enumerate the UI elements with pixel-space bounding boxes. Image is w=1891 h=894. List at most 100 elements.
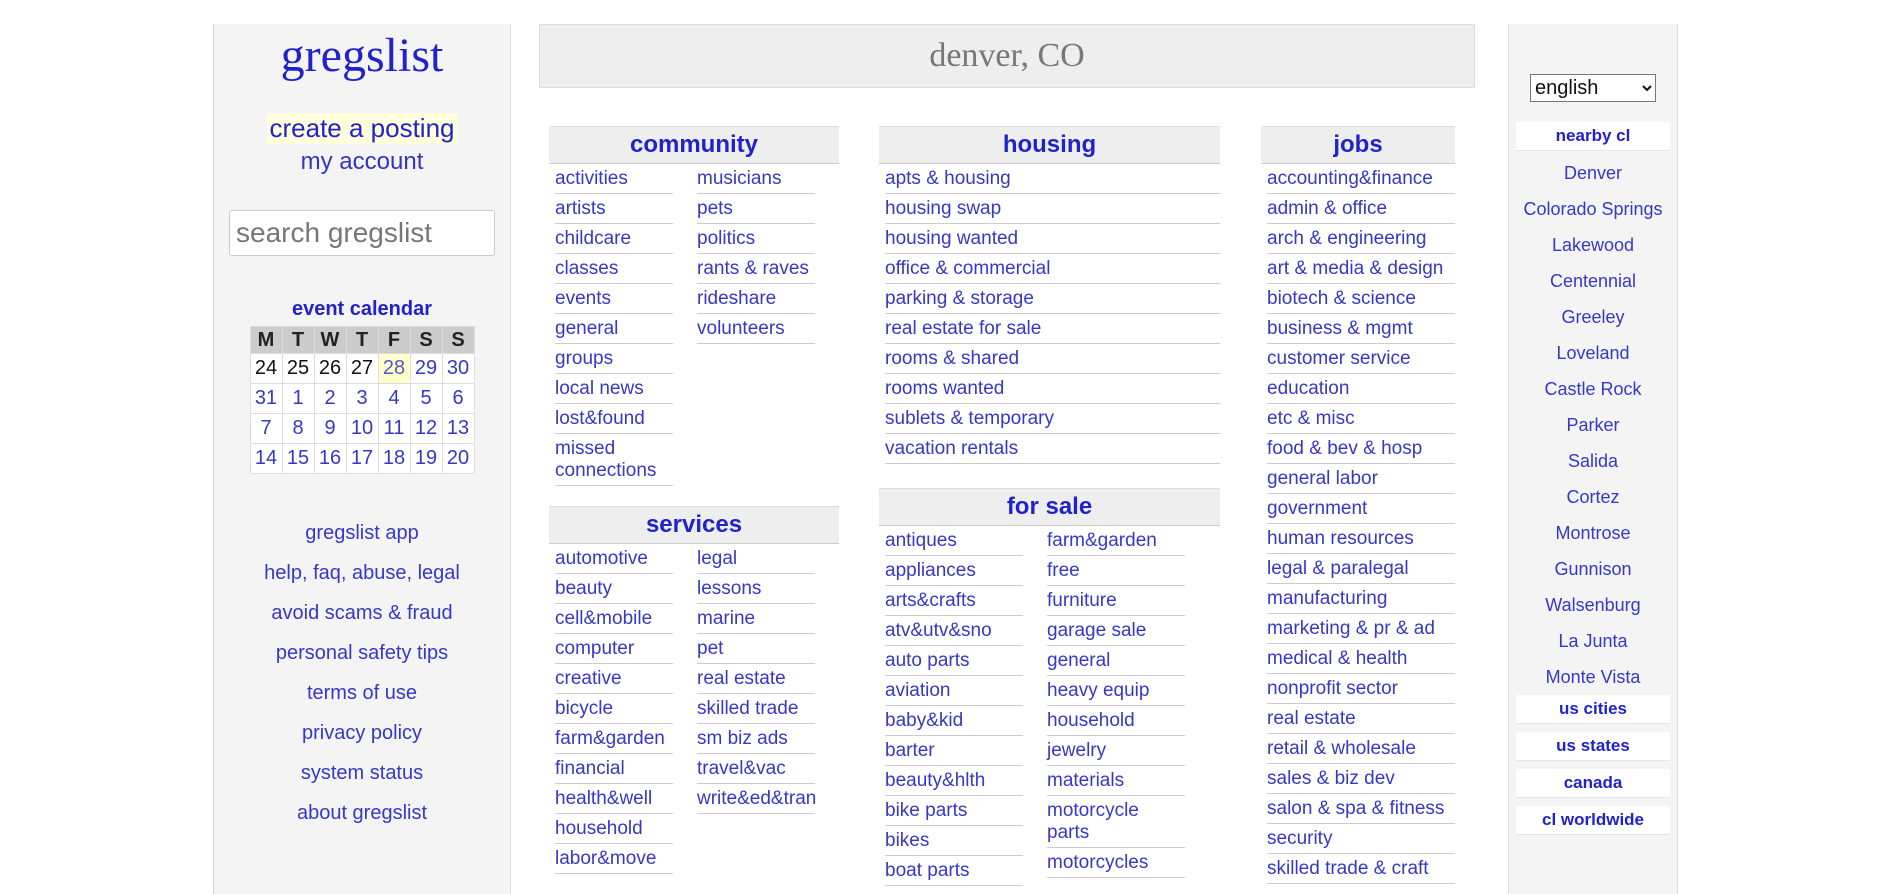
- housing-link[interactable]: rooms & shared: [885, 344, 1220, 374]
- services-link[interactable]: marine: [697, 604, 815, 634]
- services-link[interactable]: health&well: [555, 784, 673, 814]
- services-link[interactable]: sm biz ads: [697, 724, 815, 754]
- calendar-day[interactable]: 6: [441, 383, 475, 414]
- forsale-link[interactable]: boat parts: [885, 856, 1023, 886]
- forsale-link[interactable]: arts&crafts: [885, 586, 1023, 616]
- jobs-link[interactable]: customer service: [1267, 344, 1455, 374]
- community-link[interactable]: general: [555, 314, 673, 344]
- sidebar-link[interactable]: about gregslist: [296, 802, 428, 824]
- nearby-city-link[interactable]: Lakewood: [1551, 235, 1635, 255]
- calendar-day[interactable]: 18: [377, 443, 411, 474]
- nearby-city-link[interactable]: Monte Vista: [1545, 667, 1641, 687]
- forsale-link[interactable]: household: [1047, 706, 1185, 736]
- us-states-link[interactable]: us states: [1516, 732, 1670, 761]
- jobs-link[interactable]: real estate: [1267, 704, 1455, 734]
- forsale-link[interactable]: auto parts: [885, 646, 1023, 676]
- jobs-link[interactable]: art & media & design: [1267, 254, 1455, 284]
- calendar-day[interactable]: 11: [377, 413, 411, 444]
- forsale-link[interactable]: bikes: [885, 826, 1023, 856]
- jobs-link[interactable]: biotech & science: [1267, 284, 1455, 314]
- nearby-city-link[interactable]: Montrose: [1555, 523, 1631, 543]
- services-link[interactable]: household: [555, 814, 673, 844]
- community-link[interactable]: groups: [555, 344, 673, 374]
- community-link[interactable]: rideshare: [697, 284, 815, 314]
- services-link[interactable]: labor&move: [555, 844, 673, 874]
- nearby-city-link[interactable]: Denver: [1563, 163, 1623, 183]
- calendar-day[interactable]: 19: [409, 443, 443, 474]
- forsale-link[interactable]: baby&kid: [885, 706, 1023, 736]
- housing-link[interactable]: office & commercial: [885, 254, 1220, 284]
- jobs-link[interactable]: accounting&finance: [1267, 164, 1455, 194]
- services-link[interactable]: automotive: [555, 544, 673, 574]
- housing-link[interactable]: housing wanted: [885, 224, 1220, 254]
- jobs-link[interactable]: arch & engineering: [1267, 224, 1455, 254]
- nearby-city-link[interactable]: Colorado Springs: [1523, 199, 1663, 219]
- language-select[interactable]: english: [1530, 74, 1656, 102]
- forsale-link[interactable]: antiques: [885, 526, 1023, 556]
- community-link[interactable]: rants & raves: [697, 254, 815, 284]
- jobs-link[interactable]: sales & biz dev: [1267, 764, 1455, 794]
- community-link[interactable]: politics: [697, 224, 815, 254]
- calendar-day[interactable]: 15: [281, 443, 315, 474]
- sidebar-link[interactable]: help, faq, abuse, legal: [264, 562, 460, 584]
- jobs-header[interactable]: jobs: [1261, 126, 1455, 164]
- forsale-link[interactable]: motorcycle parts: [1047, 796, 1185, 848]
- nearby-city-link[interactable]: Loveland: [1556, 343, 1630, 363]
- forsale-link[interactable]: jewelry: [1047, 736, 1185, 766]
- calendar-day[interactable]: 4: [377, 383, 411, 414]
- calendar-day[interactable]: 5: [409, 383, 443, 414]
- search-input[interactable]: [229, 210, 495, 256]
- forsale-link[interactable]: heavy equip: [1047, 676, 1185, 706]
- sidebar-link[interactable]: gregslist app: [305, 522, 419, 544]
- cl-worldwide-link[interactable]: cl worldwide: [1516, 806, 1670, 835]
- community-link[interactable]: lost&found: [555, 404, 673, 434]
- services-link[interactable]: real estate: [697, 664, 815, 694]
- calendar-day[interactable]: 3: [345, 383, 379, 414]
- forsale-link[interactable]: motorcycles: [1047, 848, 1185, 878]
- calendar-day[interactable]: 10: [345, 413, 379, 444]
- nearby-city-link[interactable]: Parker: [1566, 415, 1620, 435]
- calendar-day[interactable]: 7: [249, 413, 283, 444]
- housing-header[interactable]: housing: [879, 126, 1220, 164]
- sidebar-link[interactable]: avoid scams & fraud: [271, 602, 453, 624]
- forsale-link[interactable]: farm&garden: [1047, 526, 1185, 556]
- us-cities-link[interactable]: us cities: [1516, 695, 1670, 724]
- jobs-link[interactable]: government: [1267, 494, 1455, 524]
- services-link[interactable]: beauty: [555, 574, 673, 604]
- housing-link[interactable]: housing swap: [885, 194, 1220, 224]
- forsale-link[interactable]: general: [1047, 646, 1185, 676]
- services-link[interactable]: legal: [697, 544, 815, 574]
- services-link[interactable]: skilled trade: [697, 694, 815, 724]
- nearby-city-link[interactable]: Gunnison: [1554, 559, 1632, 579]
- community-link[interactable]: missed connections: [555, 434, 673, 486]
- community-link[interactable]: volunteers: [697, 314, 815, 344]
- calendar-day[interactable]: 17: [345, 443, 379, 474]
- community-header[interactable]: community: [549, 126, 839, 164]
- jobs-link[interactable]: marketing & pr & ad: [1267, 614, 1455, 644]
- forsale-link[interactable]: bike parts: [885, 796, 1023, 826]
- services-link[interactable]: write&ed&tran: [697, 784, 816, 814]
- nearby-city-link[interactable]: Salida: [1567, 451, 1619, 471]
- services-link[interactable]: farm&garden: [555, 724, 673, 754]
- sidebar-link[interactable]: privacy policy: [301, 722, 423, 744]
- calendar-day[interactable]: 20: [441, 443, 475, 474]
- create-posting-link[interactable]: create a posting: [267, 113, 457, 144]
- calendar-day[interactable]: 8: [281, 413, 315, 444]
- sidebar-link[interactable]: personal safety tips: [275, 642, 449, 664]
- jobs-link[interactable]: security: [1267, 824, 1455, 854]
- calendar-day[interactable]: 30: [441, 353, 475, 384]
- jobs-link[interactable]: general labor: [1267, 464, 1455, 494]
- jobs-link[interactable]: food & bev & hosp: [1267, 434, 1455, 464]
- canada-link[interactable]: canada: [1516, 769, 1670, 798]
- jobs-link[interactable]: legal & paralegal: [1267, 554, 1455, 584]
- community-link[interactable]: local news: [555, 374, 673, 404]
- calendar-day[interactable]: 29: [409, 353, 443, 384]
- services-header[interactable]: services: [549, 506, 839, 544]
- nearby-city-link[interactable]: Centennial: [1549, 271, 1637, 291]
- forsale-link[interactable]: atv&utv&sno: [885, 616, 1023, 646]
- forsale-header[interactable]: for sale: [879, 488, 1220, 526]
- calendar-day[interactable]: 12: [409, 413, 443, 444]
- services-link[interactable]: computer: [555, 634, 673, 664]
- housing-link[interactable]: sublets & temporary: [885, 404, 1220, 434]
- jobs-link[interactable]: etc & misc: [1267, 404, 1455, 434]
